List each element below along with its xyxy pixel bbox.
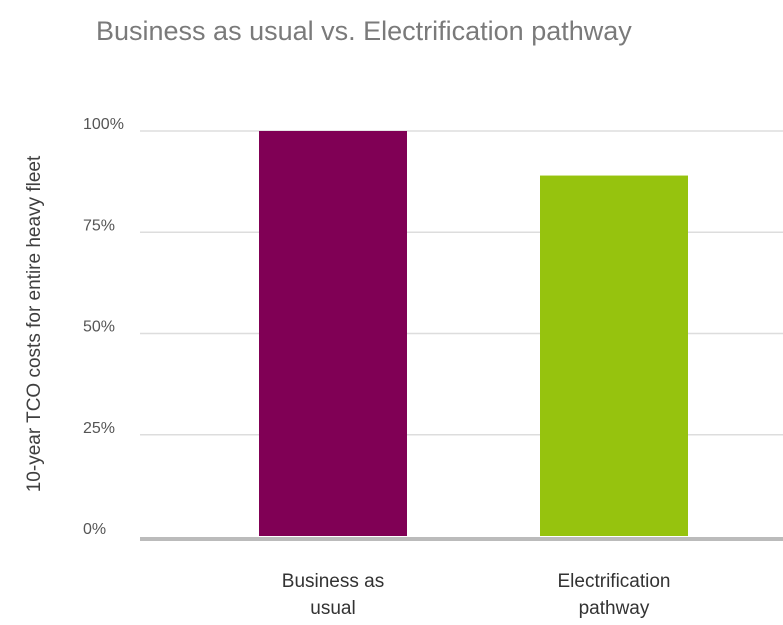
- x-category-label: Business as usual: [282, 571, 384, 619]
- chart-title: Business as usual vs. Electrification pa…: [96, 16, 632, 46]
- y-tick-label: 50%: [83, 319, 115, 336]
- x-category-label: Electrification pathway: [558, 571, 671, 619]
- y-tick-label: 100%: [83, 116, 124, 133]
- x-category-label-line: Electrification: [558, 571, 671, 592]
- bar-0: [259, 131, 407, 536]
- bar-1: [540, 175, 688, 537]
- y-axis-ticks: 0% 25% 50% 75% 100%: [83, 116, 124, 538]
- bars: [259, 131, 688, 537]
- y-tick-label: 25%: [83, 420, 115, 437]
- y-axis-label: 10-year TCO costs for entire heavy fleet: [24, 155, 45, 492]
- y-tick-label: 0%: [83, 521, 106, 538]
- y-tick-label: 75%: [83, 217, 115, 234]
- x-category-label-line: Business as: [282, 571, 384, 592]
- x-category-label-line: pathway: [579, 598, 650, 619]
- x-axis-categories: Business as usual Electrification pathway: [282, 571, 671, 619]
- x-category-label-line: usual: [310, 598, 355, 619]
